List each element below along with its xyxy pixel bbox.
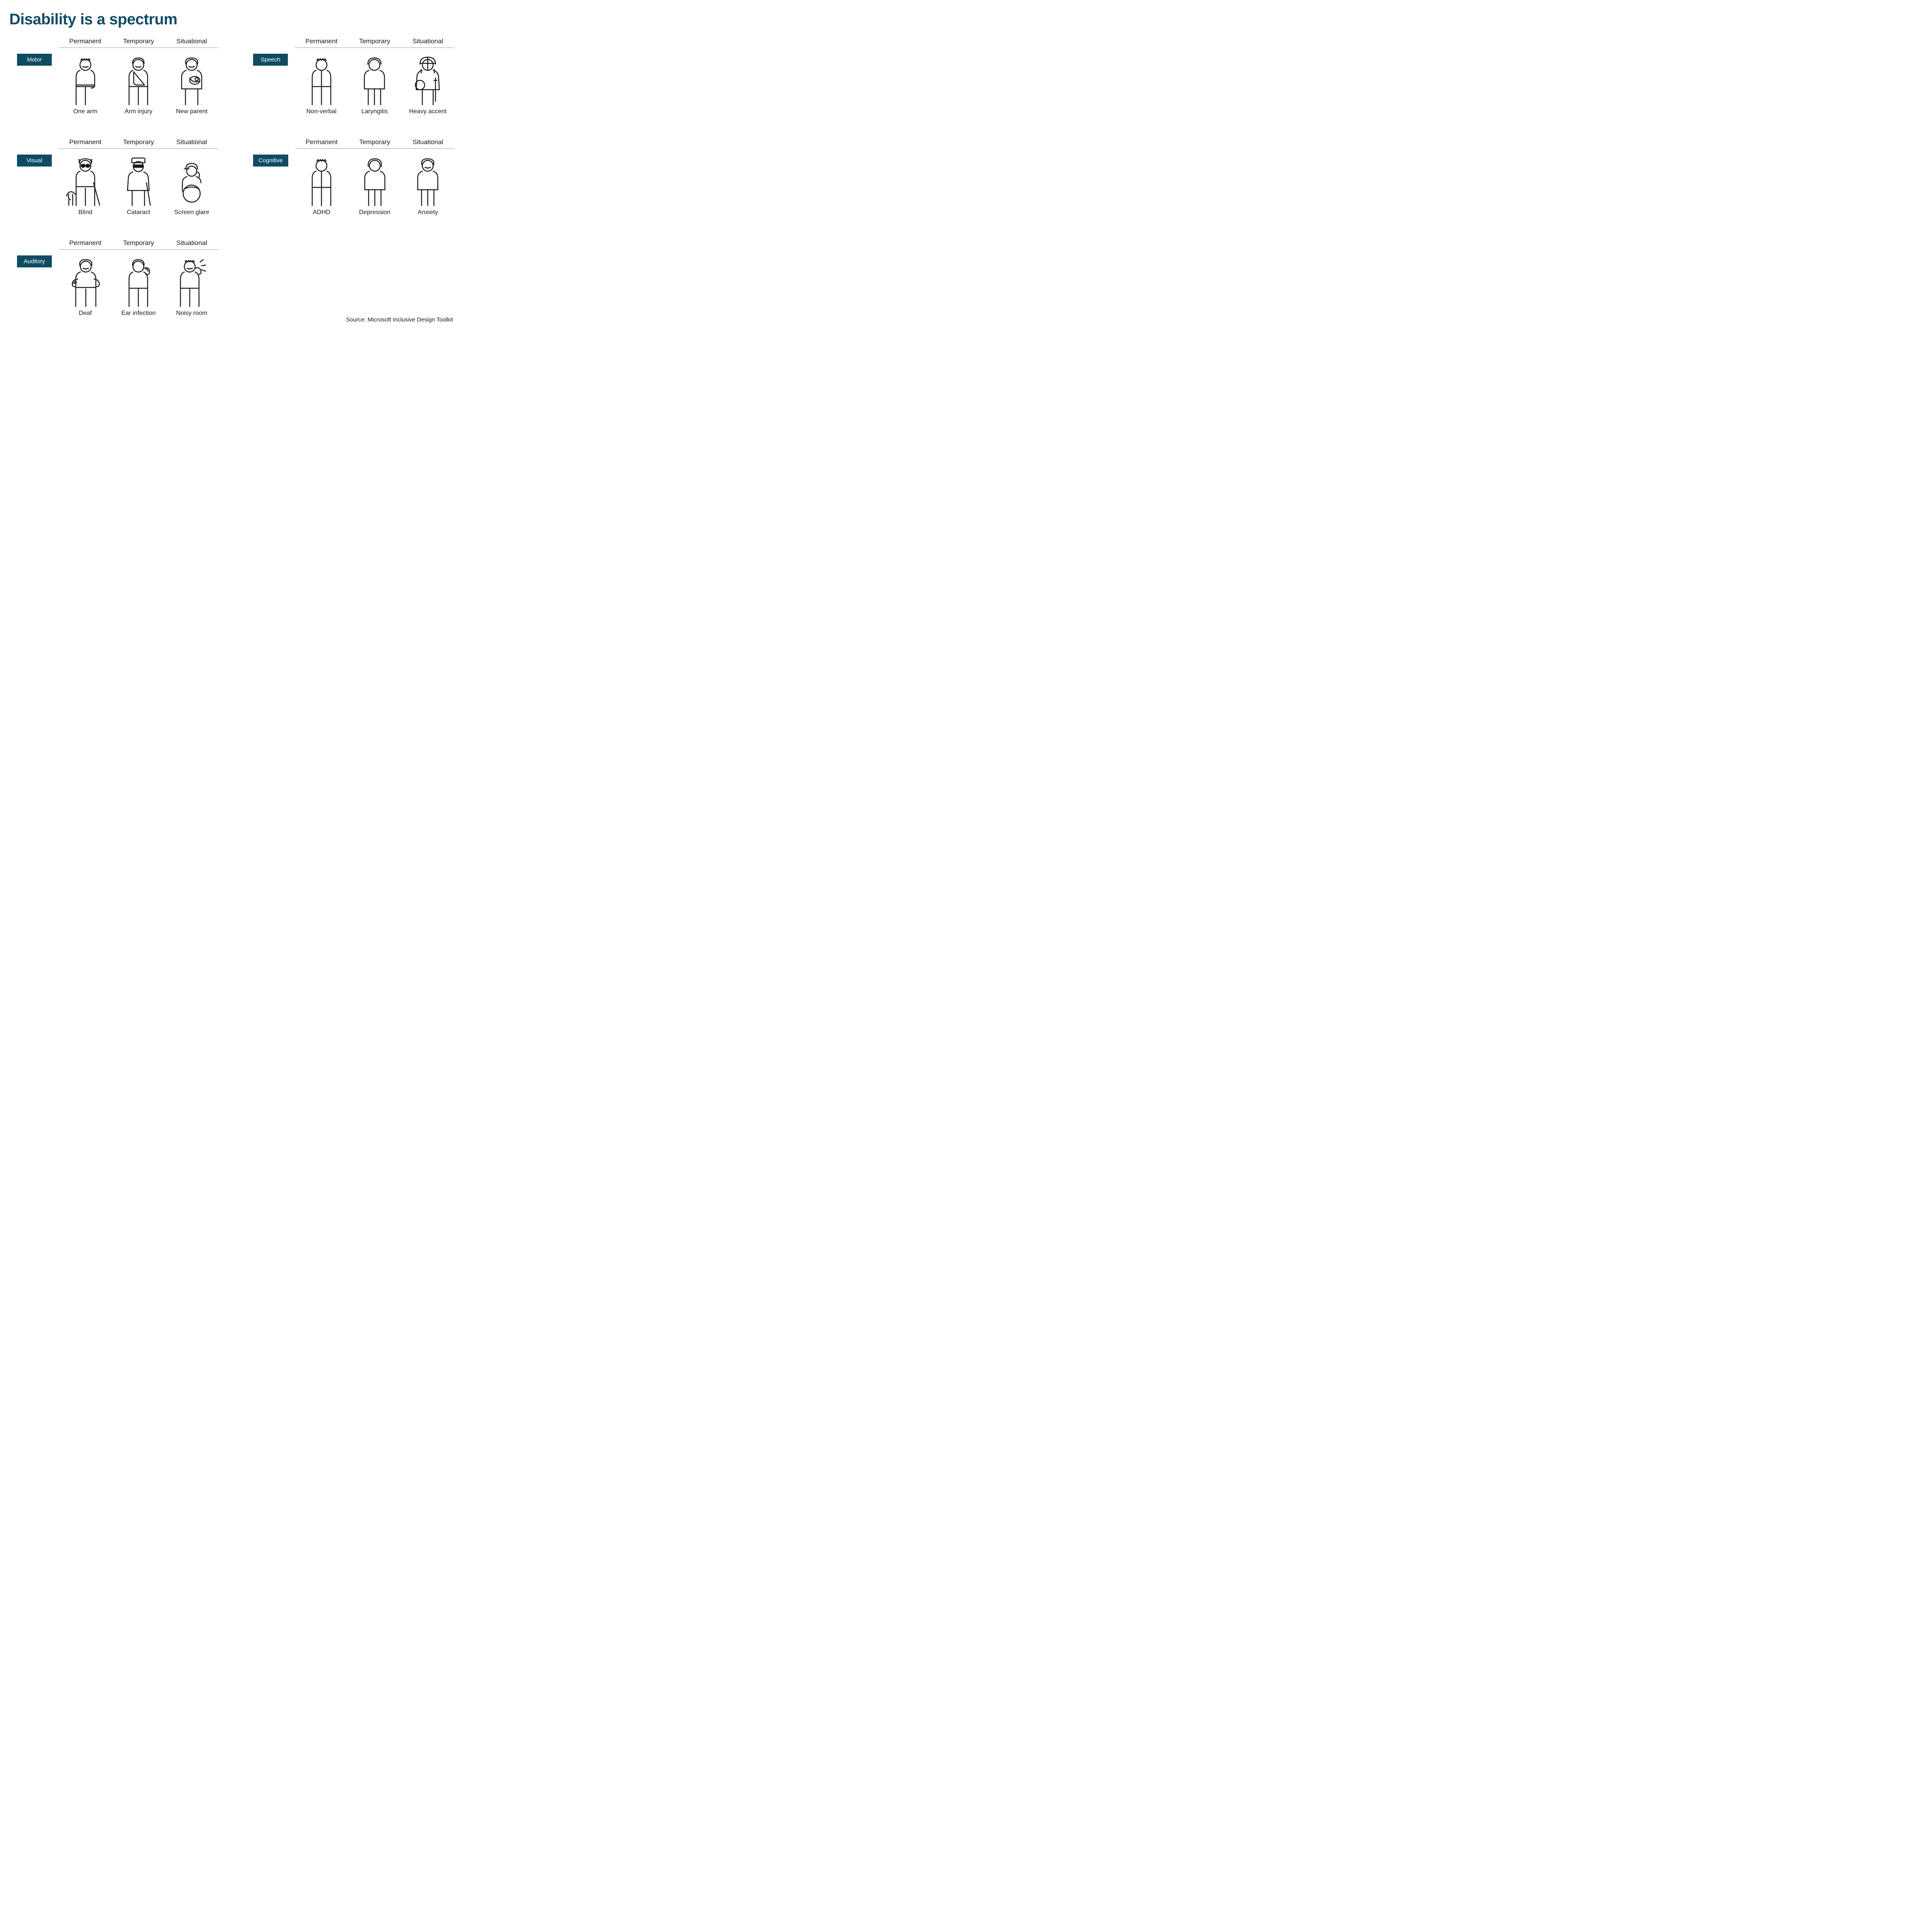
- icon-arm-injury: [112, 51, 165, 105]
- col-header-temporary: Temporary: [112, 239, 165, 249]
- label-non-verbal: Non-verbal: [295, 105, 348, 115]
- icon-row: [295, 51, 454, 105]
- header-rule: [59, 148, 218, 149]
- col-header-permanent: Permanent: [59, 138, 112, 148]
- label-row: Non-verbal Laryngitis Heavy accent: [295, 105, 454, 115]
- icon-screen-glare: [165, 152, 218, 206]
- icon-noisy-room: [165, 253, 218, 307]
- label-adhd: ADHD: [295, 206, 348, 216]
- label-cataract: Cataract: [112, 206, 165, 216]
- column-headers: Permanent Temporary Situational: [59, 138, 218, 148]
- person-signing-icon: [66, 257, 105, 307]
- person-wavy-dress-icon: [410, 156, 445, 206]
- person-dress-icon: [357, 55, 392, 105]
- icon-laryngitis: [348, 51, 401, 105]
- group-table-motor: Permanent Temporary Situational: [59, 37, 218, 115]
- person-hand-to-ear-icon: [121, 257, 156, 307]
- icon-one-arm: [59, 51, 112, 105]
- icon-depression: [348, 152, 401, 206]
- label-noisy-room: Noisy room: [165, 307, 218, 317]
- page: Disability is a spectrum Motor Permanent…: [0, 0, 464, 328]
- col-header-temporary: Temporary: [112, 37, 165, 48]
- group-cognitive: Cognitive Permanent Temporary Situationa…: [253, 138, 454, 216]
- person-noise-lines-icon: [172, 257, 211, 307]
- group-speech: Speech Permanent Temporary Situational: [253, 37, 454, 115]
- icon-non-verbal: [295, 51, 348, 105]
- col-header-situational: Situational: [165, 239, 218, 249]
- person-glasses-cane-dog-icon: [64, 156, 107, 206]
- column-headers: Permanent Temporary Situational: [295, 37, 454, 48]
- column-headers: Permanent Temporary Situational: [59, 37, 218, 48]
- group-tag-motor: Motor: [17, 54, 52, 66]
- grid-spacer: [253, 239, 454, 317]
- col-header-situational: Situational: [401, 138, 454, 148]
- icon-row: [59, 152, 218, 206]
- group-table-visual: Permanent Temporary Situational: [59, 138, 218, 216]
- group-table-auditory: Permanent Temporary Situational: [59, 239, 218, 317]
- label-row: Blind Cataract Screen glare: [59, 206, 218, 216]
- person-spiky-hair-icon: [304, 156, 339, 206]
- person-hat-cane-icon: [121, 156, 156, 206]
- group-motor: Motor Permanent Temporary Situational: [17, 37, 218, 115]
- col-header-permanent: Permanent: [59, 37, 112, 48]
- group-table-cognitive: Permanent Temporary Situational: [295, 138, 454, 216]
- label-anxiety: Anxiety: [401, 206, 454, 216]
- icon-cataract: [112, 152, 165, 206]
- label-row: ADHD Depression Anxiety: [295, 206, 454, 216]
- icon-adhd: [295, 152, 348, 206]
- icon-anxiety: [401, 152, 454, 206]
- group-auditory: Auditory Permanent Temporary Situational: [17, 239, 218, 317]
- group-tag-cognitive: Cognitive: [253, 155, 288, 167]
- col-header-temporary: Temporary: [348, 138, 401, 148]
- icon-heavy-accent: [401, 51, 454, 105]
- icon-new-parent: [165, 51, 218, 105]
- label-one-arm: One arm: [59, 105, 112, 115]
- column-headers: Permanent Temporary Situational: [59, 239, 218, 249]
- person-plain-icon: [304, 55, 339, 105]
- person-holding-baby-icon: [174, 55, 209, 105]
- person-arm-sling-icon: [121, 55, 156, 105]
- person-cap-device-icon: [174, 160, 209, 206]
- header-rule: [295, 148, 454, 149]
- col-header-situational: Situational: [165, 37, 218, 48]
- person-one-arm-icon: [68, 55, 103, 105]
- icon-row: [59, 51, 218, 105]
- groups-grid: Motor Permanent Temporary Situational: [9, 37, 454, 317]
- group-tag-visual: Visual: [17, 155, 52, 167]
- label-row: One arm Arm injury New parent: [59, 105, 218, 115]
- label-blind: Blind: [59, 206, 112, 216]
- col-header-situational: Situational: [165, 138, 218, 148]
- col-header-temporary: Temporary: [112, 138, 165, 148]
- column-headers: Permanent Temporary Situational: [295, 138, 454, 148]
- icon-row: [295, 152, 454, 206]
- col-header-permanent: Permanent: [295, 37, 348, 48]
- label-screen-glare: Screen glare: [165, 206, 218, 216]
- person-helmet-ball-icon: [408, 55, 447, 105]
- label-row: Deaf Ear infection Noisy room: [59, 307, 218, 317]
- label-depression: Depression: [348, 206, 401, 216]
- source-attribution: Source: Microsoft Inclusive Design Toolk…: [346, 316, 453, 323]
- group-tag-speech: Speech: [253, 54, 288, 66]
- label-heavy-accent: Heavy accent: [401, 105, 454, 115]
- col-header-temporary: Temporary: [348, 37, 401, 48]
- col-header-permanent: Permanent: [59, 239, 112, 249]
- label-ear-infection: Ear infection: [112, 307, 165, 317]
- group-visual: Visual Permanent Temporary Situational: [17, 138, 218, 216]
- group-table-speech: Permanent Temporary Situational: [295, 37, 454, 115]
- icon-ear-infection: [112, 253, 165, 307]
- page-title: Disability is a spectrum: [9, 11, 454, 28]
- col-header-situational: Situational: [401, 37, 454, 48]
- icon-row: [59, 253, 218, 307]
- label-deaf: Deaf: [59, 307, 112, 317]
- header-rule: [59, 249, 218, 250]
- person-bob-dress-icon: [357, 156, 392, 206]
- icon-blind: [59, 152, 112, 206]
- label-laryngitis: Laryngitis: [348, 105, 401, 115]
- group-tag-auditory: Auditory: [17, 255, 52, 267]
- label-arm-injury: Arm injury: [112, 105, 165, 115]
- label-new-parent: New parent: [165, 105, 218, 115]
- col-header-permanent: Permanent: [295, 138, 348, 148]
- icon-deaf: [59, 253, 112, 307]
